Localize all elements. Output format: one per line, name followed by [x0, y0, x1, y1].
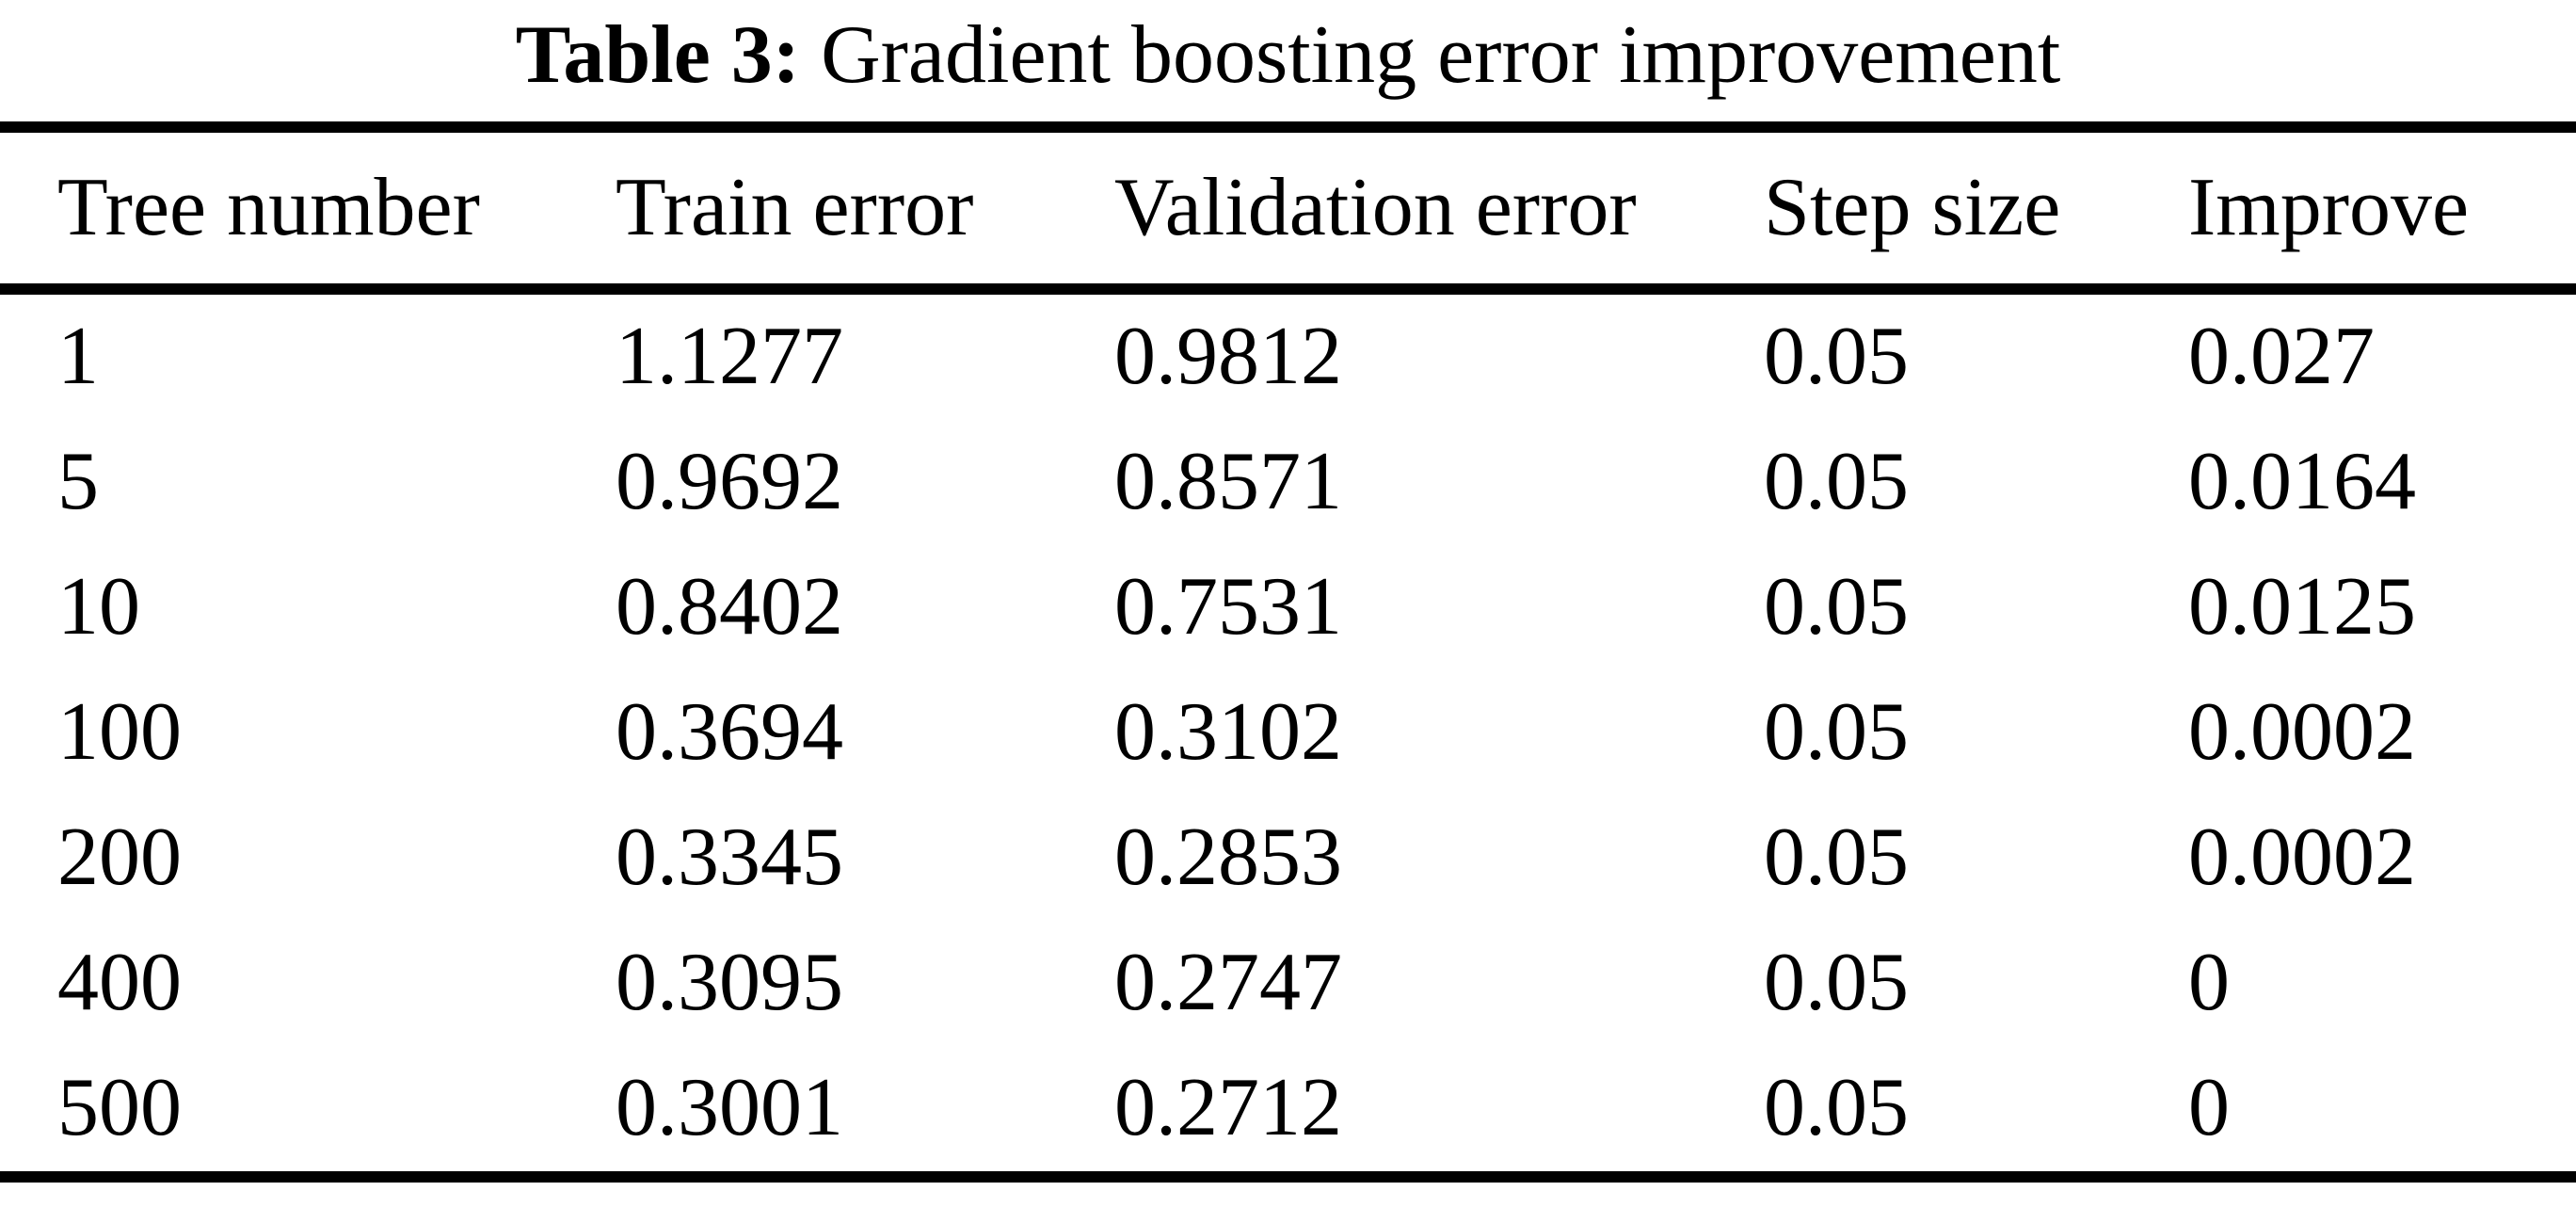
data-cell: 0.0125	[2188, 561, 2416, 653]
data-cell: 0	[2188, 1062, 2230, 1154]
data-cell: 0.3095	[616, 937, 843, 1029]
data-cell: 0.05	[1764, 311, 1909, 403]
column-header-validation-error: Validation error	[1114, 161, 1637, 253]
data-cell: 0.2712	[1114, 1062, 1342, 1154]
table-caption-label: Table 3:	[515, 9, 801, 101]
table-row: 5 0.9692 0.8571 0.05 0.0164	[0, 420, 2576, 545]
column-header-tree-number: Tree number	[57, 161, 480, 253]
table-row: 500 0.3001 0.2712 0.05 0	[0, 1046, 2576, 1171]
header-rule	[0, 282, 2576, 295]
data-cell: 0.7531	[1114, 561, 1342, 653]
data-cell: 0	[2188, 937, 2230, 1029]
data-cell: 0.05	[1764, 436, 1909, 528]
data-cell: 0.027	[2188, 311, 2375, 403]
data-cell: 0.05	[1764, 686, 1909, 779]
data-cell: 0.05	[1764, 561, 1909, 653]
data-cell: 0.2853	[1114, 812, 1342, 904]
row-header-cell: 10	[57, 561, 140, 653]
data-cell: 0.8402	[616, 561, 843, 653]
data-cell: 0.05	[1764, 1062, 1909, 1154]
results-table: Tree number Train error Validation error…	[0, 121, 2576, 1183]
table-row: 100 0.3694 0.3102 0.05 0.0002	[0, 670, 2576, 796]
data-cell: 0.0164	[2188, 436, 2416, 528]
table-caption-text: Gradient boosting error improvement	[821, 9, 2061, 101]
table-header-row: Tree number Train error Validation error…	[0, 133, 2576, 283]
row-header-cell: 5	[57, 436, 99, 528]
data-cell: 0.8571	[1114, 436, 1342, 528]
table-body: 1 1.1277 0.9812 0.05 0.027 5 0.9692 0.8571 0.05 0…	[0, 295, 2576, 1171]
table-row: 200 0.3345 0.2853 0.05 0.0002	[0, 796, 2576, 921]
column-header-improve: Improve	[2188, 161, 2470, 253]
top-rule	[0, 121, 2576, 133]
data-cell: 0.0002	[2188, 686, 2416, 779]
data-cell: 0.05	[1764, 812, 1909, 904]
row-header-cell: 200	[57, 812, 182, 904]
table-row: 10 0.8402 0.7531 0.05 0.0125	[0, 545, 2576, 670]
table-row: 400 0.3095 0.2747 0.05 0	[0, 921, 2576, 1046]
table-caption: Table 3: Gradient boosting error improve…	[0, 9, 2576, 103]
data-cell: 0.2747	[1114, 937, 1342, 1029]
bottom-rule	[0, 1170, 2576, 1183]
row-header-cell: 1	[57, 311, 99, 403]
data-cell: 0.9812	[1114, 311, 1342, 403]
data-cell: 0.9692	[616, 436, 843, 528]
data-cell: 0.3694	[616, 686, 843, 779]
column-header-step-size: Step size	[1764, 161, 2061, 253]
data-cell: 0.3102	[1114, 686, 1342, 779]
table-row: 1 1.1277 0.9812 0.05 0.027	[0, 295, 2576, 420]
row-header-cell: 400	[57, 937, 182, 1029]
data-cell: 1.1277	[616, 311, 843, 403]
data-cell: 0.3001	[616, 1062, 843, 1154]
data-cell: 0.0002	[2188, 812, 2416, 904]
row-header-cell: 100	[57, 686, 182, 779]
row-header-cell: 500	[57, 1062, 182, 1154]
data-cell: 0.05	[1764, 937, 1909, 1029]
column-header-train-error: Train error	[616, 161, 974, 253]
data-cell: 0.3345	[616, 812, 843, 904]
